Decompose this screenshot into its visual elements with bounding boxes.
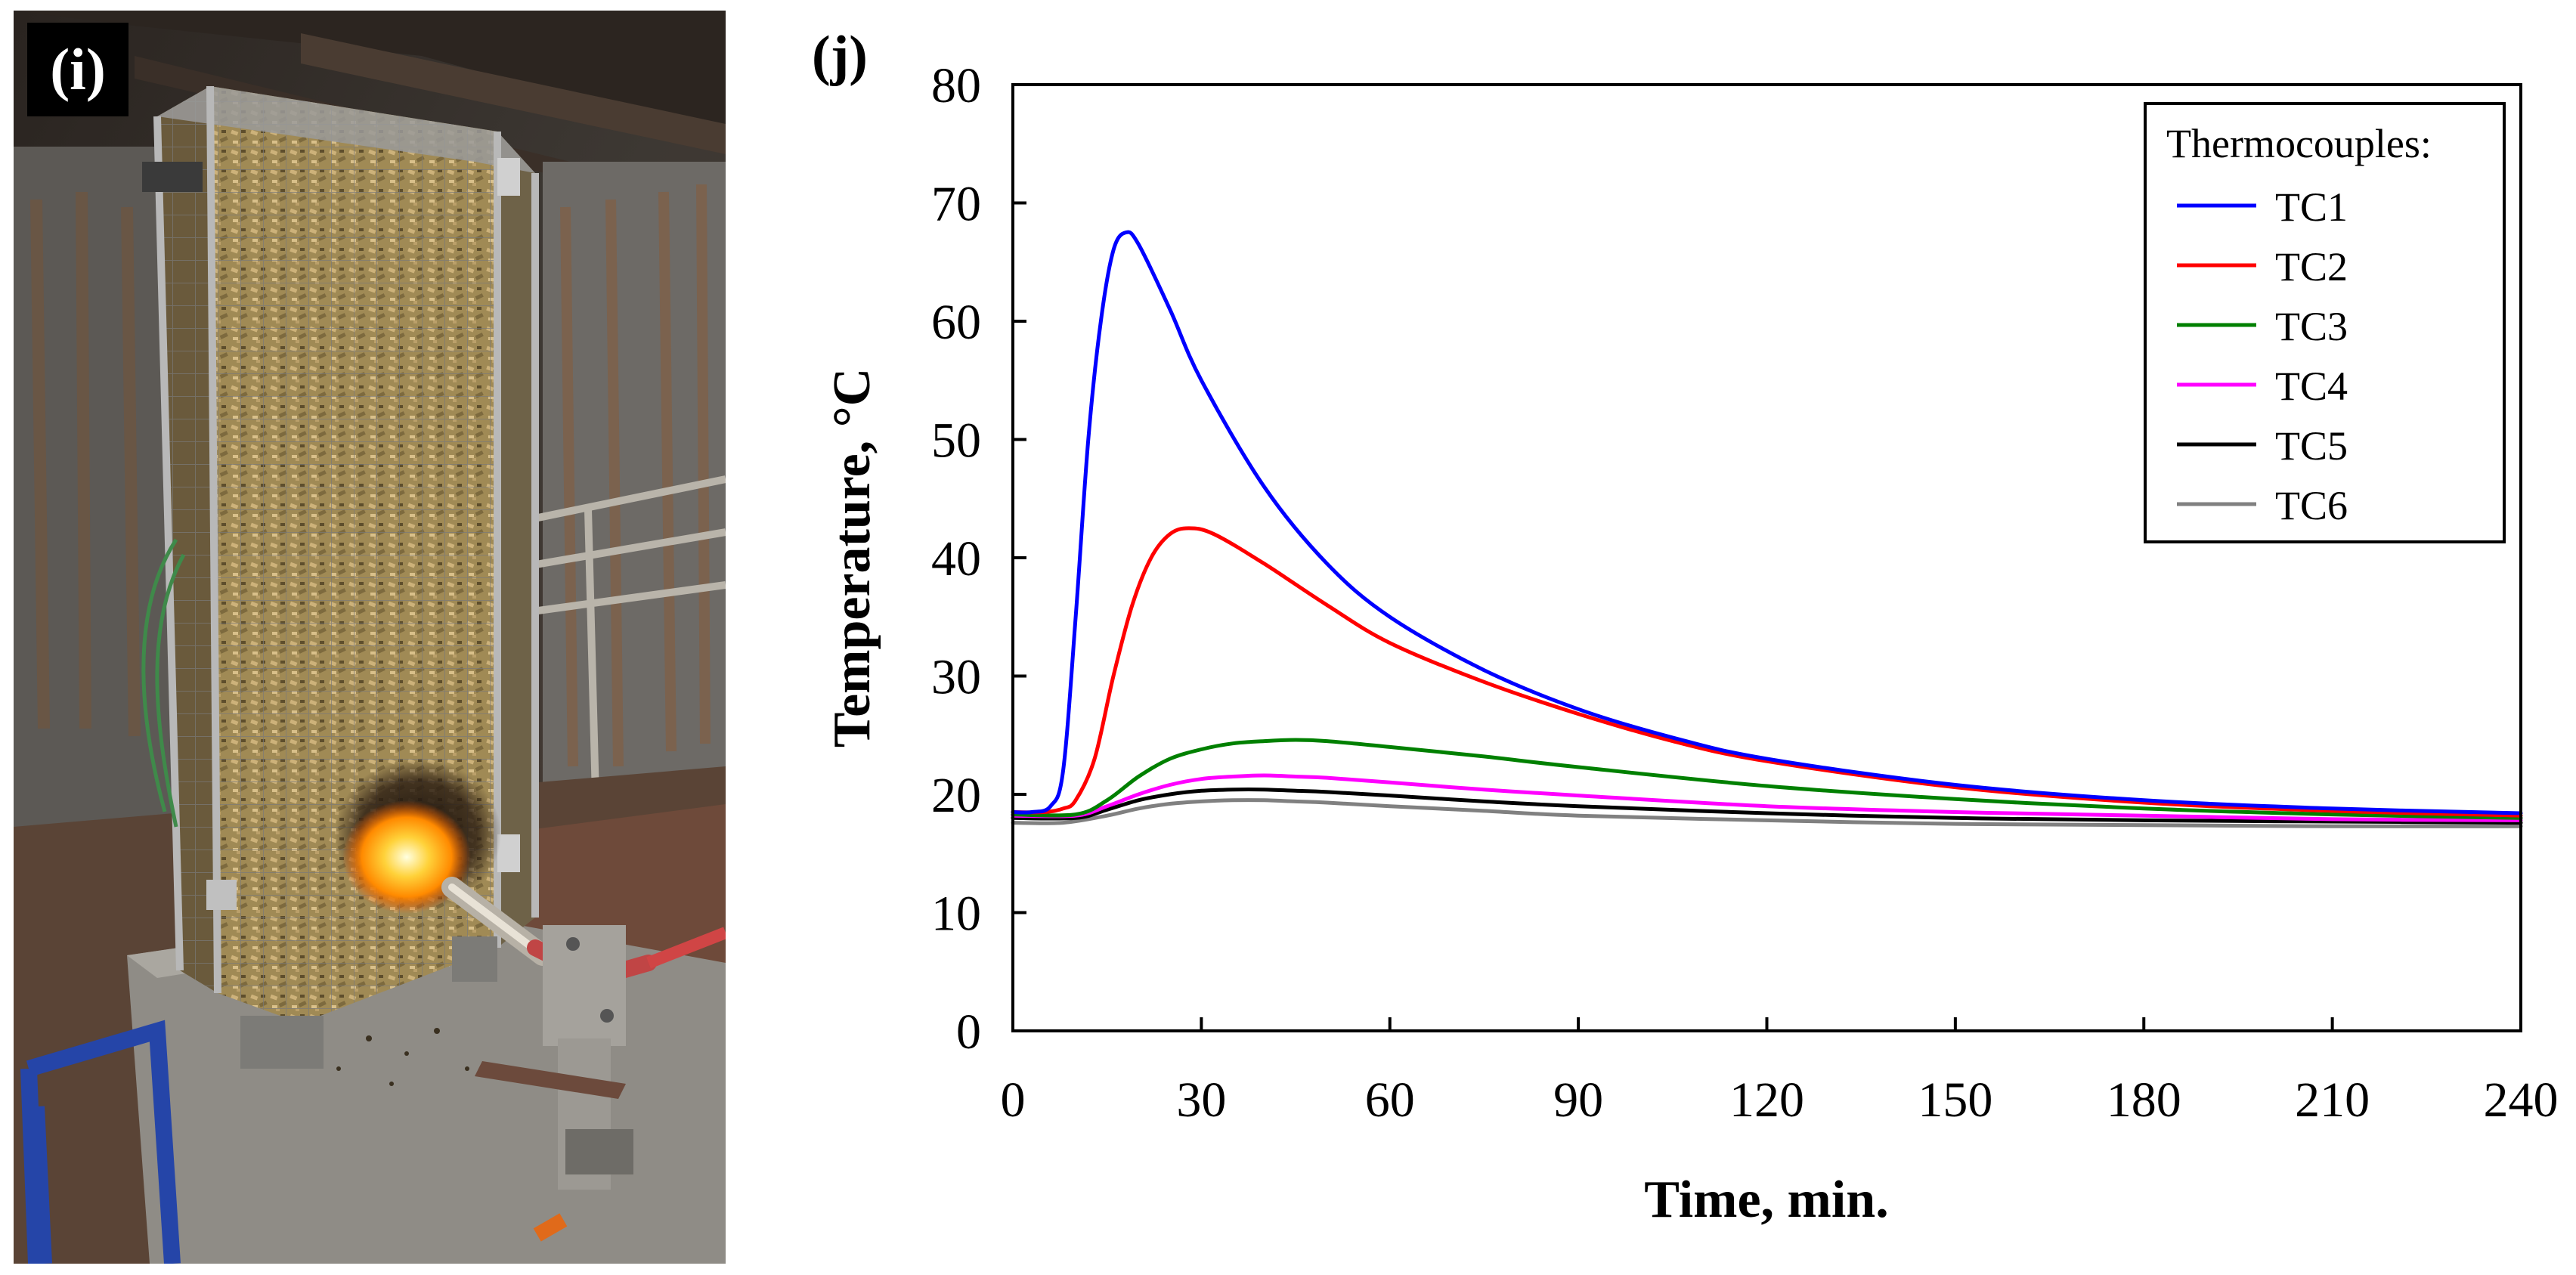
plot-area-frame bbox=[1011, 83, 2522, 1032]
y-tick-label: 80 bbox=[931, 58, 981, 113]
series-line-tc4 bbox=[1011, 773, 2523, 822]
legend: Thermocouples: TC1 TC2 TC3 TC4 TC5 TC6 bbox=[2144, 102, 2506, 543]
series-line-tc3 bbox=[1011, 738, 2523, 820]
x-tick-label: 240 bbox=[2484, 1072, 2559, 1128]
x-tick-label: 120 bbox=[1729, 1072, 1804, 1128]
legend-label-tc1: TC1 bbox=[2275, 184, 2348, 230]
series-lines bbox=[1011, 230, 2523, 828]
x-tick-label: 60 bbox=[1365, 1072, 1415, 1128]
y-tick-label: 70 bbox=[931, 177, 981, 232]
legend-label-tc5: TC5 bbox=[2275, 423, 2348, 469]
y-tick-label: 20 bbox=[931, 768, 981, 823]
x-tick-label: 180 bbox=[2107, 1072, 2181, 1128]
series-line-tc6 bbox=[1011, 798, 2523, 828]
series-line-tc5 bbox=[1011, 788, 2523, 825]
legend-items: TC1 TC2 TC3 TC4 TC5 TC6 bbox=[2177, 184, 2348, 528]
panel-label-i: (i) bbox=[27, 23, 128, 116]
x-tick-label: 90 bbox=[1553, 1072, 1603, 1128]
y-axis-label: Temperature, °C bbox=[823, 368, 881, 747]
legend-title: Thermocouples: bbox=[2166, 121, 2432, 166]
apparatus-photo bbox=[14, 11, 726, 1264]
legend-label-tc6: TC6 bbox=[2275, 483, 2348, 528]
x-tick-label: 150 bbox=[1918, 1072, 1992, 1128]
panel-label-j: (j) bbox=[812, 25, 868, 87]
x-tick-label: 210 bbox=[2295, 1072, 2370, 1128]
legend-box bbox=[2144, 102, 2506, 543]
x-tick-label: 30 bbox=[1176, 1072, 1226, 1128]
y-tick-label: 0 bbox=[956, 1004, 981, 1060]
photo-panel: (i) bbox=[14, 11, 726, 1264]
axis-ticks: 0 30 60 90 120 150 180 210 240 0 10 20 30 40 50 60 70 80 bbox=[931, 58, 2559, 1128]
y-tick-label: 30 bbox=[931, 650, 981, 705]
series-line-tc2 bbox=[1011, 526, 2523, 818]
y-tick-label: 50 bbox=[931, 413, 981, 469]
series-line-tc1 bbox=[1011, 230, 2523, 815]
y-tick-label: 10 bbox=[931, 887, 981, 942]
x-axis-label: Time, min. bbox=[1644, 1171, 1888, 1229]
legend-label-tc4: TC4 bbox=[2275, 364, 2348, 409]
y-tick-label: 60 bbox=[931, 295, 981, 350]
y-tick-label: 40 bbox=[931, 531, 981, 586]
legend-label-tc3: TC3 bbox=[2275, 304, 2348, 349]
x-tick-label: 0 bbox=[1001, 1072, 1026, 1128]
legend-label-tc2: TC2 bbox=[2275, 244, 2348, 289]
